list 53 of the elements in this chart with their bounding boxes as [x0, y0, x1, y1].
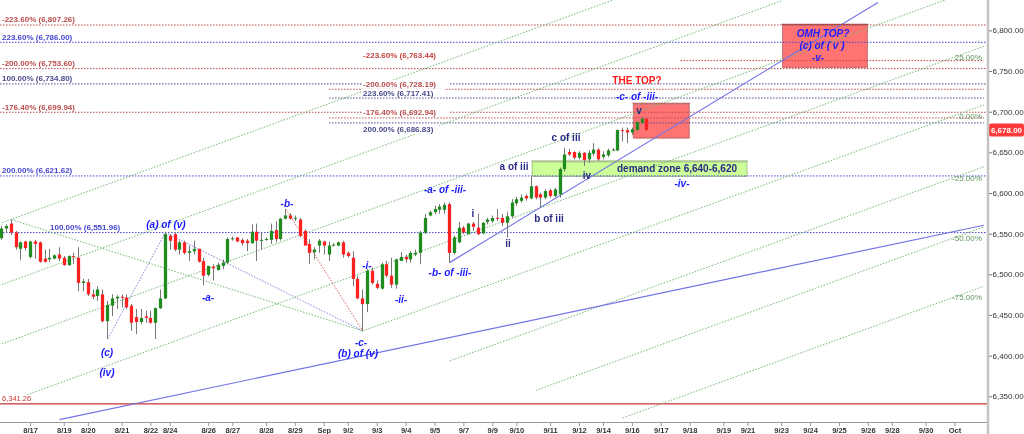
series-label: 25.00%	[954, 53, 982, 63]
series-label: 0.00%	[959, 111, 982, 121]
annotation: iv	[582, 169, 592, 181]
annotation: (c) of ( v )	[799, 39, 846, 51]
series-label: 200.00% (6,686.83)	[363, 125, 434, 135]
y-tick-label: 6,800.00	[992, 26, 1024, 36]
y-tick-label: 6,450.00	[992, 310, 1024, 320]
annotation: OMH TOP?	[796, 27, 850, 39]
annotation: -ii-	[394, 293, 408, 305]
annotation: 6,678.00	[990, 125, 1023, 135]
series-label: -176.40% (6,692.94)	[363, 108, 437, 118]
y-tick-label: 6,700.00	[992, 107, 1024, 117]
annotation: THE TOP?	[612, 74, 662, 86]
ref-line-label: 223.60% (6,786.00)	[2, 32, 73, 42]
y-tick-label: 6,750.00	[992, 67, 1024, 77]
series-label: -25.00%	[952, 173, 982, 183]
annotation: (a) of (v)	[146, 218, 187, 230]
annotation: c of iii	[551, 131, 581, 143]
series-label: -200.00% (6,728.19)	[363, 79, 437, 89]
series-label: 223.60% (6,717.41)	[363, 88, 434, 98]
ref-line-label: -176.40% (6,699.94)	[2, 102, 76, 112]
annotation: (c)	[100, 346, 114, 358]
series-label: -50.00%	[952, 233, 982, 243]
text: -223.60% (6,763.44)	[363, 51, 437, 61]
annotation: -iv-	[674, 177, 691, 189]
series-label: -75.00%	[952, 293, 982, 303]
annotation: demand zone 6,640-6,620	[616, 162, 738, 174]
annotation: -i-	[362, 259, 373, 271]
annotation: b of iii	[534, 212, 564, 224]
annotation: -v-	[811, 51, 825, 63]
ref-line-label: 100.00% (6,734.80)	[2, 74, 73, 84]
annotation: i	[471, 207, 475, 219]
y-tick-label: 6,350.00	[992, 392, 1024, 402]
annotation: -a-	[201, 291, 215, 303]
y-tick-label: 6,650.00	[992, 148, 1024, 158]
annotation: -b- of -iii-	[428, 266, 473, 278]
ref-line-label: -200.00% (6,753.60)	[2, 59, 76, 69]
annotation: (b) of (v)	[338, 347, 379, 359]
annotation: ii	[505, 237, 511, 249]
ref-line-label: -223.60% (6,807.26)	[2, 15, 76, 25]
annotation: v	[636, 104, 643, 116]
annotation: -b-	[280, 197, 295, 209]
y-tick-label: 6,600.00	[992, 189, 1024, 199]
y-tick-label: 6,500.00	[992, 270, 1024, 280]
y-tick-label: 6,550.00	[992, 229, 1024, 239]
y-tick-label: 6,400.00	[992, 351, 1024, 361]
ref-line-label: 200.00% (6,621.62)	[2, 166, 73, 176]
annotation: -c- of -iii-	[615, 90, 659, 102]
annotation: a of iii	[499, 160, 529, 172]
ref-line-label: 100.00% (6,551.96)	[50, 223, 121, 233]
annotation: -a- of -iii-	[423, 183, 467, 195]
annotation: -c-	[354, 336, 368, 348]
annotation: (iv)	[99, 366, 116, 378]
